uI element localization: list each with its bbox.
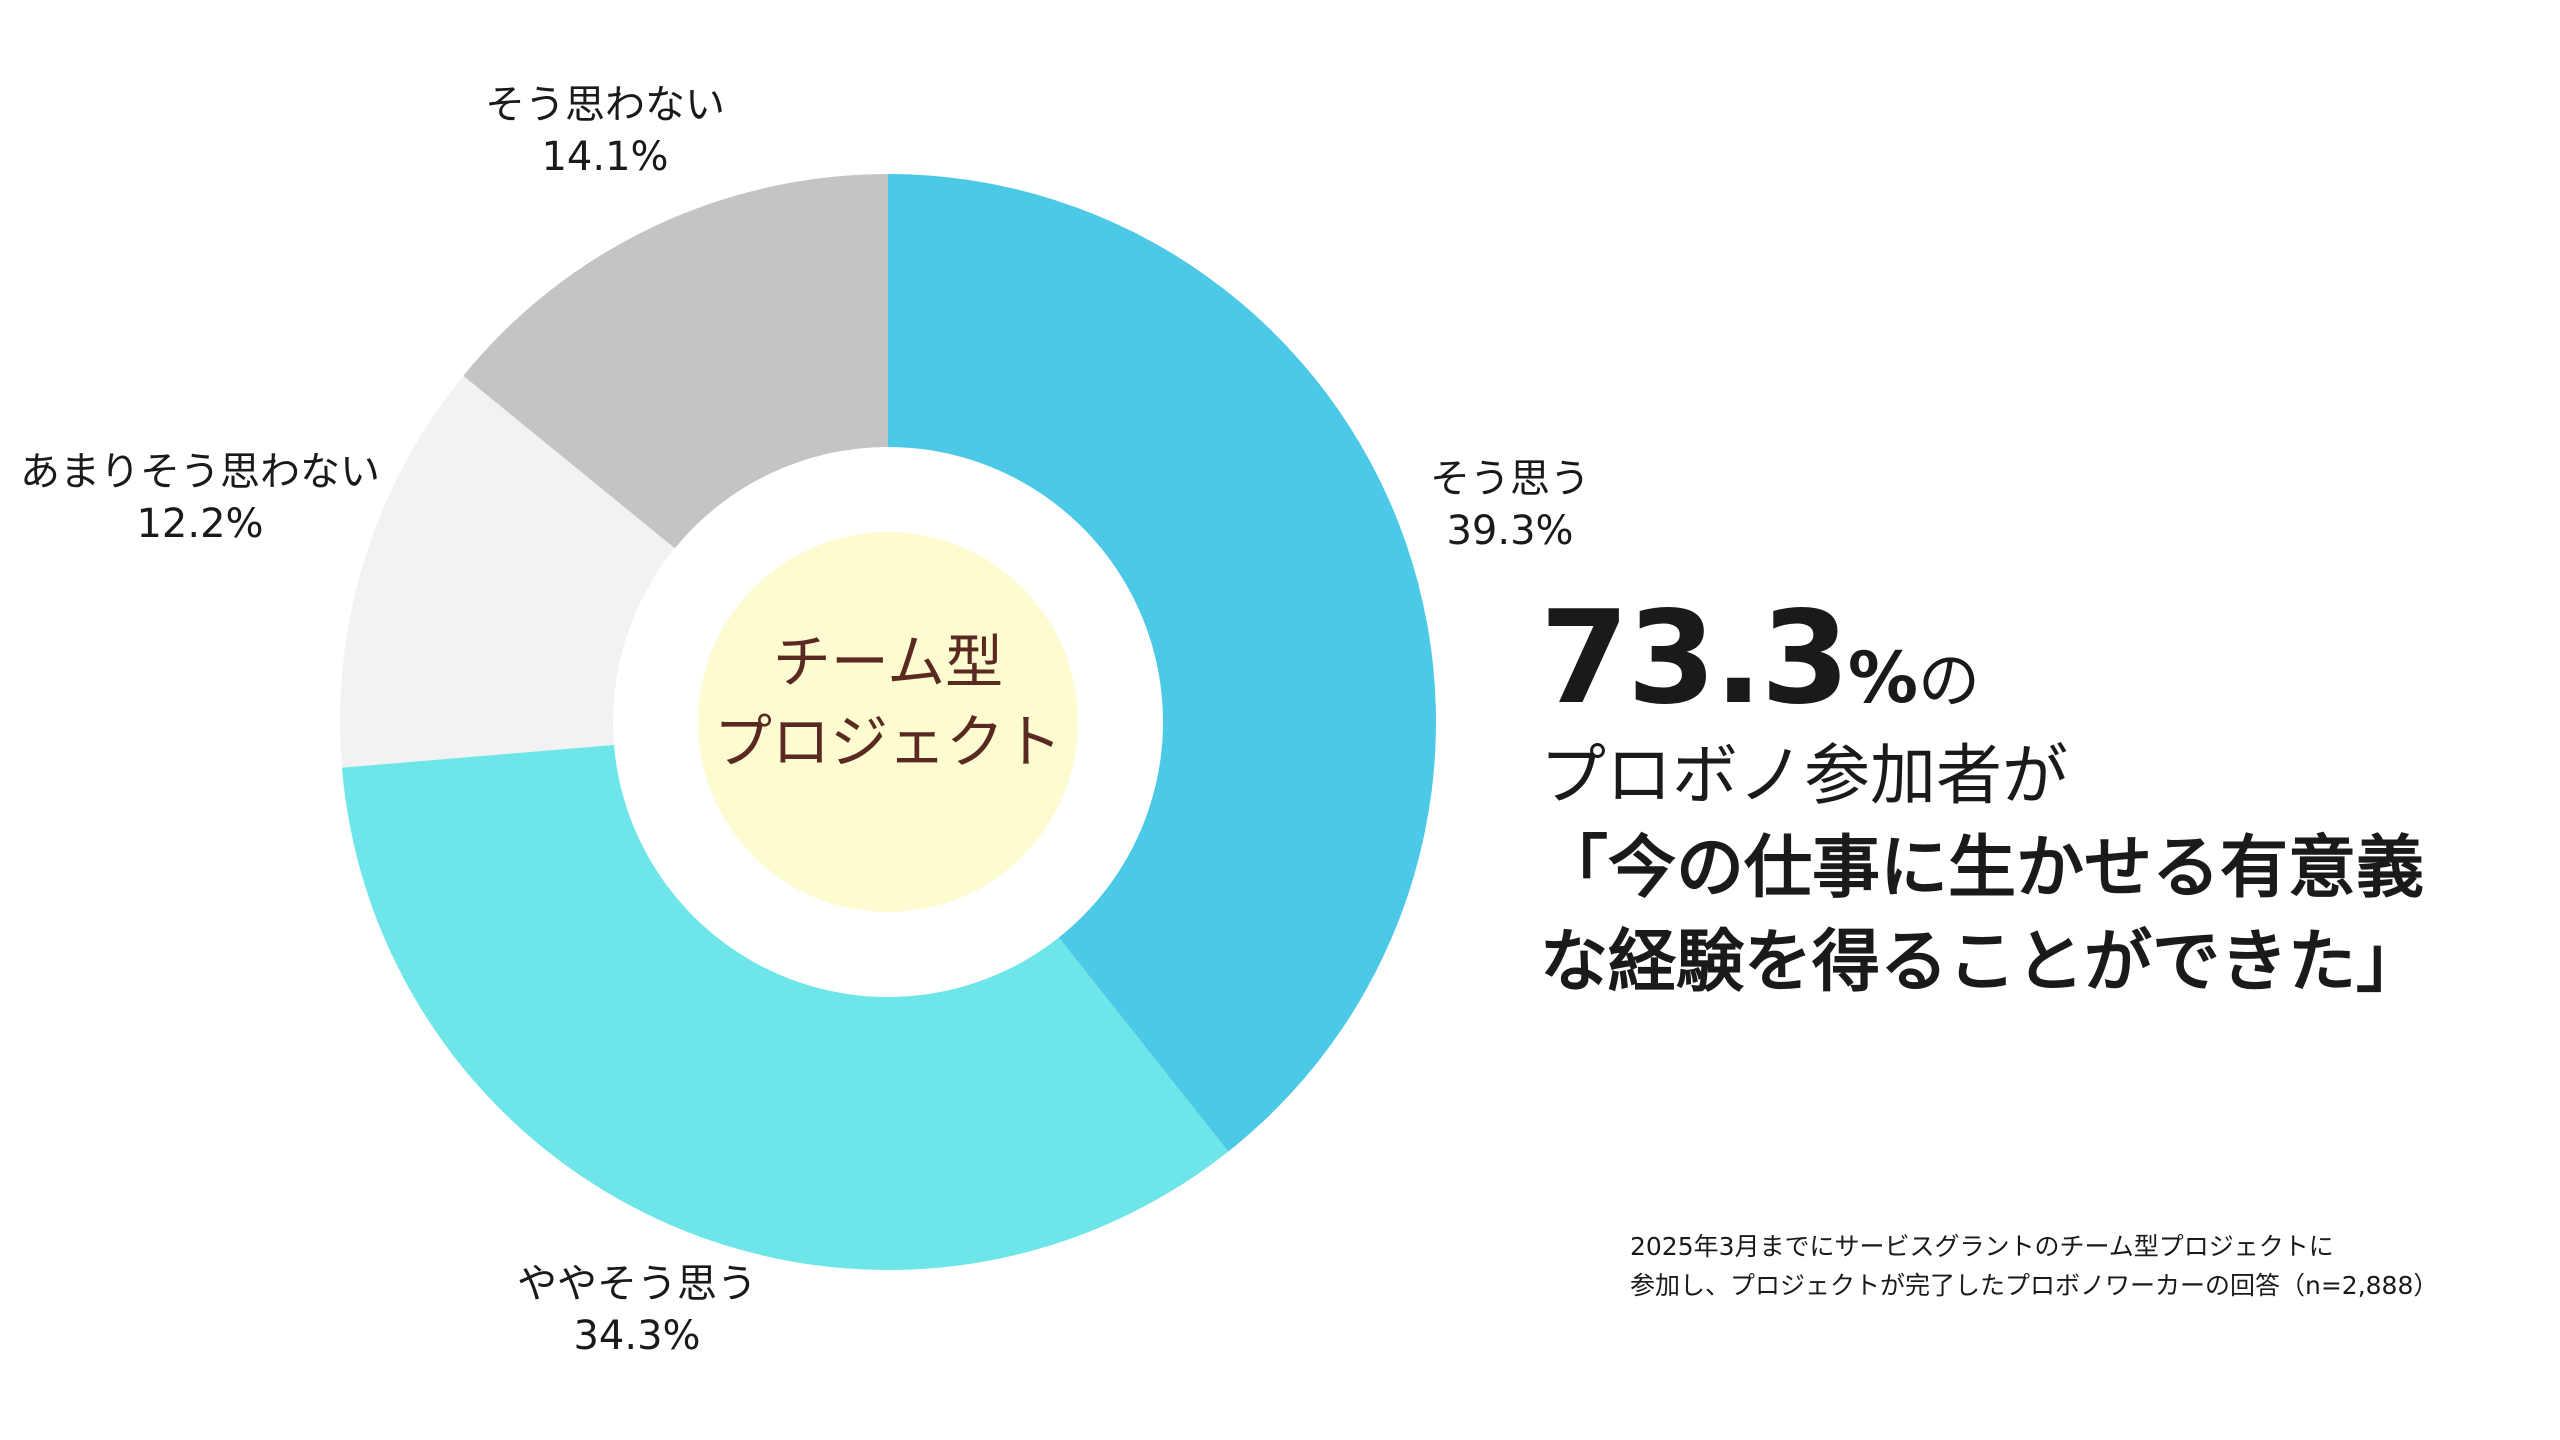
donut-slices bbox=[340, 174, 1437, 1271]
label-sou-omou-category: そう思う bbox=[1430, 456, 1590, 502]
headline-particle: の bbox=[1917, 644, 1980, 717]
footnote: 2025年3月までにサービスグラントのチーム型プロジェクトに 参加し、プロジェク… bbox=[1630, 1228, 2550, 1306]
label-yaya-sou-omou-category: ややそう思う bbox=[517, 1261, 757, 1307]
label-sou-omowanai-value: 14.1% bbox=[541, 134, 668, 180]
headline-participants: プロボノ参加者が bbox=[1540, 737, 2068, 815]
headline-quote: 「今の仕事に生かせる有意義 な経験を得ることができた」 bbox=[1540, 822, 2540, 1010]
headline: 73.3%の プロボノ参加者が 「今の仕事に生かせる有意義 な経験を得ることがで… bbox=[1540, 585, 2540, 1010]
headline-percent-number: 73.3 bbox=[1540, 584, 1850, 733]
slice-yaya-sou-omou bbox=[341, 744, 1229, 1271]
headline-quote-line2: な経験を得ることができた」 bbox=[1540, 922, 2425, 1002]
headline-quote-line1: 「今の仕事に生かせる有意義 bbox=[1540, 829, 2425, 909]
label-sou-omou-value: 39.3% bbox=[1446, 508, 1573, 554]
label-yaya-sou-omou-value: 34.3% bbox=[573, 1313, 700, 1359]
slice-labels: そう思う 39.3% ややそう思う 34.3% あまりそう思わない 12.2% そう思わない… bbox=[20, 82, 1590, 1359]
slice-sou-omou bbox=[888, 174, 1437, 1152]
slice-amari-sou-omowanai bbox=[340, 375, 675, 768]
center-circle bbox=[698, 532, 1078, 912]
footnote-line2: 参加し、プロジェクトが完了したプロボノワーカーの回答（n=2,888） bbox=[1630, 1270, 2439, 1300]
center-label-line2: プロジェクト bbox=[714, 708, 1062, 776]
footnote-line1: 2025年3月までにサービスグラントのチーム型プロジェクトに bbox=[1630, 1232, 2334, 1261]
label-amari-sou-omowanai-value: 12.2% bbox=[136, 501, 263, 547]
slice-sou-omowanai bbox=[463, 174, 888, 549]
headline-stat: 73.3%の bbox=[1540, 585, 2540, 732]
label-sou-omowanai-category: そう思わない bbox=[485, 82, 725, 128]
headline-percent-unit: % bbox=[1847, 637, 1918, 719]
label-amari-sou-omowanai-category: あまりそう思わない bbox=[20, 449, 380, 495]
center-label-line1: チーム型 bbox=[773, 628, 1003, 696]
